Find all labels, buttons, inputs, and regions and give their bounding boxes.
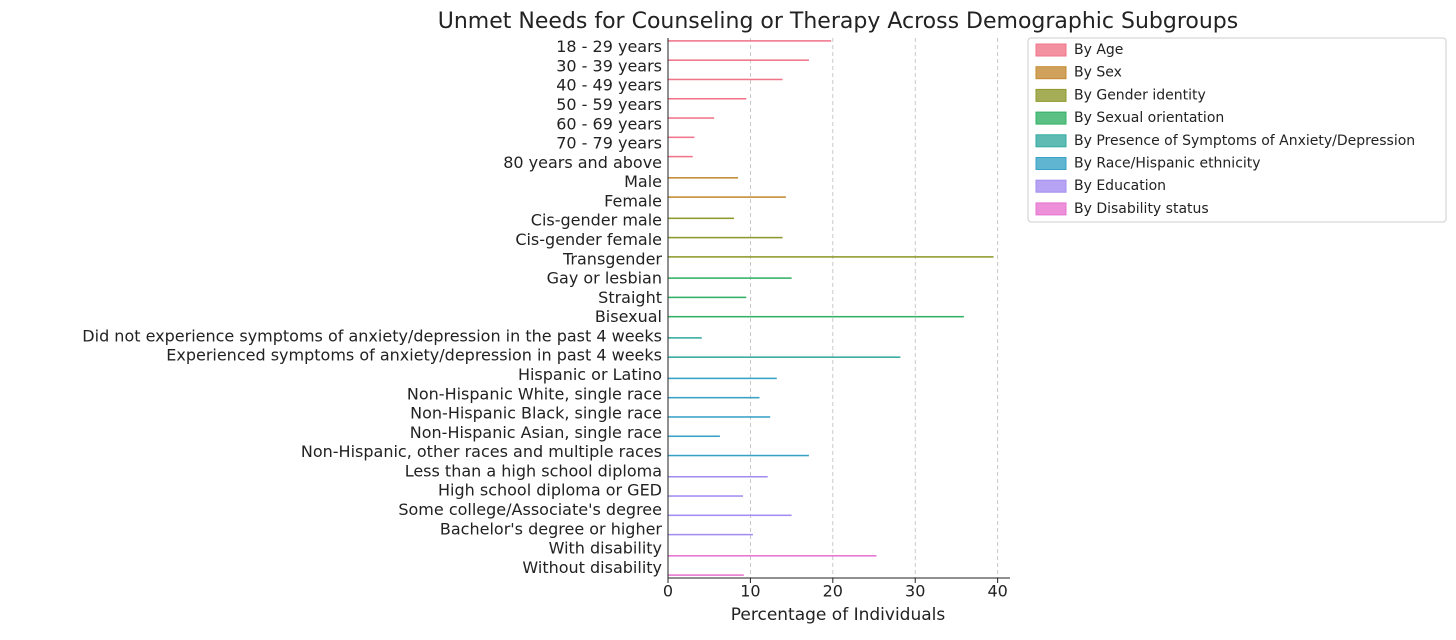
y-tick-label: Cis-gender female (515, 230, 662, 249)
bar (668, 574, 744, 576)
y-tick-label: Non-Hispanic Asian, single race (410, 423, 662, 442)
y-tick-label: Bisexual (595, 307, 662, 326)
bar (668, 296, 747, 299)
y-tick-label: Did not experience symptoms of anxiety/d… (82, 326, 662, 345)
y-tick-label: Some college/Associate's degree (398, 500, 662, 519)
bar (668, 97, 747, 100)
y-tick-label: Less than a high school diploma (405, 461, 662, 480)
bar (668, 117, 715, 119)
legend-label: By Age (1074, 42, 1123, 58)
bar (668, 315, 964, 318)
y-tick-label: Gay or lesbian (547, 269, 662, 288)
x-axis-label: Percentage of Individuals (731, 605, 946, 625)
bar (668, 475, 768, 478)
y-tick-label: With disability (549, 539, 662, 558)
legend (1027, 37, 1447, 223)
bar (668, 59, 809, 61)
bar (668, 277, 792, 279)
x-tick-label: 10 (740, 582, 760, 601)
legend-label: By Education (1074, 178, 1166, 194)
y-tick-label: Straight (598, 288, 662, 307)
legend-label: By Disability status (1074, 201, 1209, 217)
legend-label: By Gender identity (1074, 87, 1206, 103)
y-tick-label: Non-Hispanic Black, single race (410, 404, 662, 423)
y-tick-label: 60 - 69 years (556, 114, 662, 133)
bar (668, 377, 777, 380)
y-tick-label: High school diploma or GED (438, 481, 662, 500)
y-tick-label: 18 - 29 years (556, 37, 662, 56)
legend-label: By Presence of Symptoms of Anxiety/Depre… (1074, 133, 1415, 149)
bar (668, 236, 783, 239)
legend-swatch (1035, 157, 1067, 170)
y-tick-label: 70 - 79 years (556, 134, 662, 153)
bar (668, 177, 739, 179)
bar (668, 256, 994, 258)
legend-label: By Sexual orientation (1074, 110, 1224, 126)
y-tick-label: Bachelor's degree or higher (440, 519, 663, 538)
legend-label: By Race/Hispanic ethnicity (1074, 156, 1261, 172)
legend-swatch (1035, 202, 1067, 216)
x-tick-label: 20 (823, 582, 843, 601)
y-tick-label: Cis-gender male (531, 211, 662, 230)
y-tick-label: 30 - 39 years (556, 56, 662, 75)
x-tick-label: 40 (987, 582, 1007, 601)
y-tick-label: 40 - 49 years (556, 76, 662, 95)
bar (668, 533, 753, 536)
chart-title: Unmet Needs for Counseling or Therapy Ac… (438, 9, 1238, 34)
bar (668, 196, 786, 198)
x-tick-label: 30 (905, 582, 925, 601)
bar (668, 78, 783, 81)
y-tick-label: Female (604, 191, 662, 210)
x-tick-label: 0 (663, 582, 673, 601)
y-tick-label: Male (624, 172, 662, 191)
bar (668, 356, 901, 358)
bar (668, 454, 809, 457)
bar (668, 136, 695, 139)
legend-swatch (1035, 179, 1067, 193)
legend-swatch (1035, 88, 1067, 102)
bar (668, 217, 734, 220)
y-tick-label: 50 - 59 years (556, 95, 662, 114)
bar (668, 514, 792, 517)
legend-label: By Sex (1074, 65, 1122, 81)
bar (668, 396, 760, 399)
y-tick-label: Hispanic or Latino (518, 365, 662, 384)
y-tick-label: Non-Hispanic, other races and multiple r… (301, 442, 662, 461)
bar (668, 155, 693, 158)
bar (668, 416, 771, 418)
bar (668, 40, 832, 42)
bar (668, 555, 877, 557)
y-tick-label: Transgender (562, 249, 662, 268)
y-tick-label: Non-Hispanic White, single race (407, 384, 662, 403)
y-tick-label: Experienced symptoms of anxiety/depressi… (166, 346, 662, 365)
bar (668, 495, 743, 497)
legend-swatch (1035, 134, 1067, 148)
y-tick-label: Without disability (522, 558, 662, 577)
bar (668, 337, 702, 339)
bar (668, 435, 720, 438)
legend-swatch (1035, 43, 1067, 57)
legend-swatch (1035, 66, 1067, 80)
legend-swatch (1035, 111, 1067, 125)
y-tick-label: 80 years and above (503, 153, 662, 172)
